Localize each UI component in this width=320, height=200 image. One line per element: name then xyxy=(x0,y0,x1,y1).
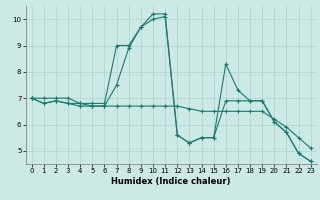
X-axis label: Humidex (Indice chaleur): Humidex (Indice chaleur) xyxy=(111,177,231,186)
